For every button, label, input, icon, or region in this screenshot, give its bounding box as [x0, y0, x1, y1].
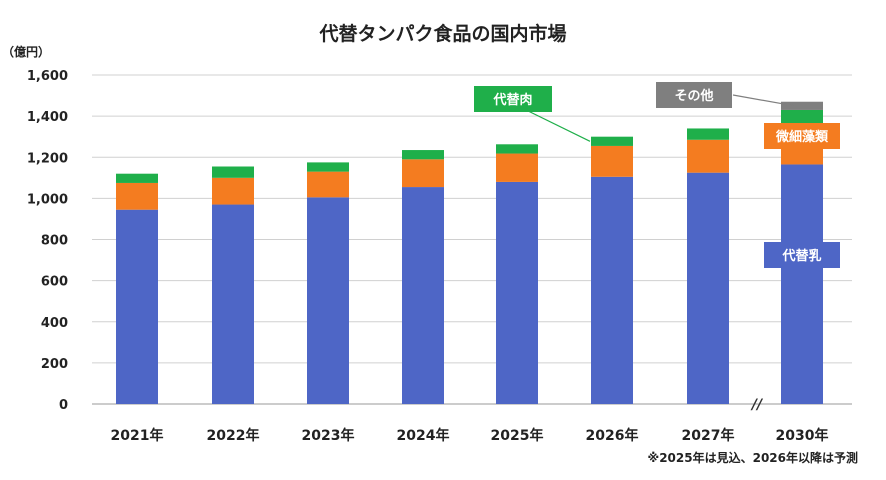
- x-tick-label: 2021年: [111, 427, 164, 444]
- bar-segment-meat-alt: [687, 128, 729, 140]
- bar-segment-meat-alt: [307, 162, 349, 172]
- y-tick-label: 1,000: [27, 192, 68, 207]
- y-tick-label: 400: [41, 316, 68, 331]
- bars: [116, 101, 823, 404]
- x-tick-label: 2025年: [491, 427, 544, 444]
- bar-segment-dairy-alt: [496, 181, 538, 404]
- grid-lines: [92, 74, 852, 405]
- bar-segment-dairy-alt: [687, 172, 729, 404]
- x-tick-label: 2027年: [682, 427, 735, 444]
- label-box-microalgae: [764, 123, 840, 149]
- bar-segment-dairy-alt: [781, 164, 823, 404]
- bar-segment-microalgae: [307, 171, 349, 198]
- y-tick-label: 0: [59, 398, 68, 413]
- bar-segment-meat-alt: [212, 166, 254, 178]
- bar-segment-dairy-alt: [402, 187, 444, 404]
- bar-segment-microalgae: [212, 177, 254, 205]
- y-tick-label: 200: [41, 357, 68, 372]
- bar-segment-microalgae: [687, 139, 729, 173]
- y-tick-label: 1,200: [27, 151, 68, 166]
- y-tick-label: 1,600: [27, 69, 68, 84]
- series-label-dairy-alt: 代替乳: [781, 248, 821, 264]
- bar-segment-other: [781, 101, 823, 110]
- label-box-meat-alt: [474, 86, 552, 112]
- y-tick-label: 800: [41, 234, 68, 249]
- bar-segment-meat-alt: [591, 136, 633, 146]
- bar-segment-microalgae: [116, 182, 158, 210]
- bar-segment-dairy-alt: [212, 204, 254, 404]
- other-leader-line: [732, 94, 795, 107]
- bar-segment-meat-alt: [402, 150, 444, 160]
- series-label-other: その他: [674, 88, 713, 104]
- x-tick-label: 2030年: [776, 427, 829, 444]
- meat-leader-line: [519, 106, 591, 142]
- x-tick-label: 2022年: [207, 427, 260, 444]
- x-tick-label: 2024年: [397, 427, 450, 444]
- bar-segment-dairy-alt: [591, 176, 633, 404]
- bar-segment-meat-alt: [496, 144, 538, 154]
- axis-break-mark: //: [750, 397, 764, 413]
- label-box-dairy-alt: [764, 242, 840, 268]
- bar-segment-dairy-alt: [307, 197, 349, 404]
- x-tick-label: 2023年: [302, 427, 355, 444]
- bar-segment-microalgae: [591, 145, 633, 177]
- series-label-microalgae: 微細藻類: [775, 129, 829, 145]
- bar-segment-microalgae: [402, 159, 444, 188]
- footnote: ※2025年は見込、2026年以降は予測: [648, 450, 858, 465]
- bar-segment-dairy-alt: [116, 209, 158, 404]
- x-axis-ticks: 2021年 2022年 2023年 2024年 2025年 2026年 2027年 2030年…: [111, 397, 829, 444]
- series-label-meat-alt: 代替肉: [492, 92, 532, 108]
- bar-segment-meat-alt: [116, 173, 158, 183]
- y-tick-label: 1,400: [27, 110, 68, 125]
- y-axis-unit: （億円）: [2, 44, 50, 59]
- x-tick-label: 2026年: [586, 427, 639, 444]
- bar-segment-microalgae: [496, 153, 538, 182]
- y-tick-label: 600: [41, 275, 68, 290]
- y-axis-ticks: 0 200 400 600 800 1,000 1,200 1,400 1,600: [27, 69, 68, 413]
- chart-title: 代替タンパク食品の国内市場: [318, 22, 566, 45]
- label-box-other: [656, 82, 732, 108]
